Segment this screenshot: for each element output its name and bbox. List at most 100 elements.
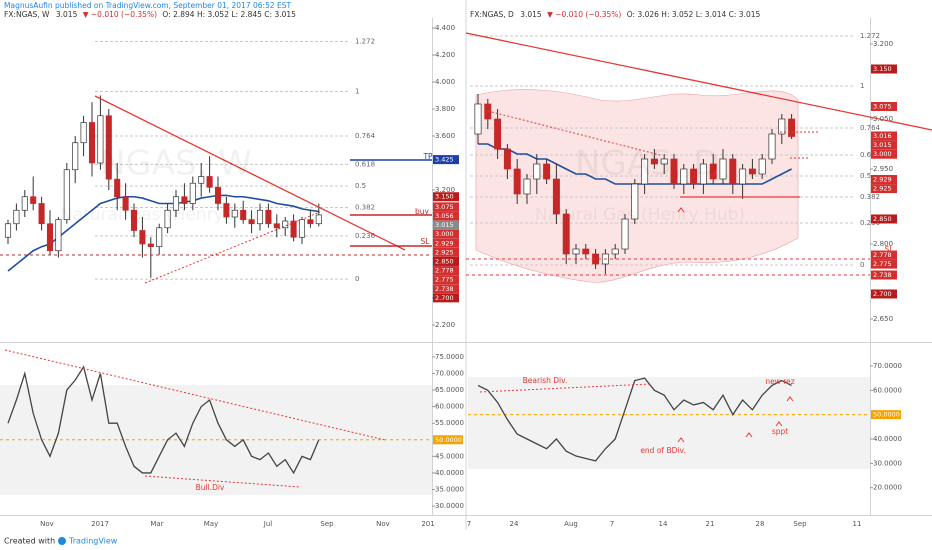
price-tag-label: 2.929 xyxy=(873,176,892,184)
trend-line xyxy=(94,95,406,251)
fib-label: 0 xyxy=(860,261,864,269)
footer-brand[interactable]: TradingView xyxy=(68,537,118,546)
candle-body xyxy=(680,168,688,185)
y-tick-label: 45.0000 xyxy=(435,452,464,460)
symbol: FX:NGAS, W xyxy=(4,10,50,19)
x-tick-label: 14 xyxy=(659,520,668,528)
price-tag-label: 2.929 xyxy=(435,239,454,247)
candle-body xyxy=(13,209,20,225)
candle-body xyxy=(543,163,551,180)
osc-trend xyxy=(4,349,386,441)
candle-body xyxy=(21,196,28,211)
price-tag xyxy=(433,192,459,202)
symbol-line: FX:NGAS, D 3.015 ▼ −0.010 (−0.35%) O: 3.… xyxy=(470,10,760,19)
candle-body xyxy=(748,168,756,175)
fib-label: 0.764 xyxy=(860,124,881,132)
trend-line xyxy=(465,32,932,131)
price-tag-label: 2.778 xyxy=(435,267,454,275)
y-tick-label: 2.200 xyxy=(435,321,455,329)
oscillator-line xyxy=(7,365,320,475)
price-tag xyxy=(433,211,459,221)
candle-body xyxy=(80,122,87,144)
candle-body xyxy=(248,219,255,225)
price-tag xyxy=(433,266,459,276)
candle-body xyxy=(214,186,222,204)
y-tick-label: 30.0000 xyxy=(873,459,902,467)
x-tick-label: 7 xyxy=(610,520,614,528)
fib-label: 0.5 xyxy=(355,182,366,190)
candle-body xyxy=(484,103,492,120)
price-tag-label: 2.850 xyxy=(873,215,892,223)
price-tag-label: 3.075 xyxy=(435,203,454,211)
candle-body xyxy=(63,169,70,221)
candle-body xyxy=(147,243,154,248)
candle-body xyxy=(105,115,112,180)
x-tick-label: Nov xyxy=(40,520,54,528)
price-tag-label: 2.778 xyxy=(873,251,892,259)
watermark: Natural Gas (Henry Hub) xyxy=(535,205,745,225)
candle-body xyxy=(122,196,129,211)
y-tick-label: 60.0000 xyxy=(873,386,902,394)
candle-body xyxy=(758,158,766,175)
candle-body xyxy=(631,183,639,220)
y-tick-label: 4.000 xyxy=(435,78,455,86)
drawing-layer: 4.4004.2004.0003.8003.6003.2002.4002.200… xyxy=(0,24,902,528)
price-tag xyxy=(871,184,897,194)
annotation: SL xyxy=(885,245,895,254)
fib-label: 0.5 xyxy=(860,172,871,180)
symbol-line: FX:NGAS, W 3.015 ▼ −0.010 (−0.35%) O: 2.… xyxy=(4,10,296,19)
candle-body xyxy=(46,223,54,252)
candle-body xyxy=(719,158,727,180)
x-tick-label: 2017 xyxy=(91,520,109,528)
candle-body xyxy=(130,209,138,231)
price-tag xyxy=(433,256,459,266)
footer-text: Created with xyxy=(4,537,55,546)
trend-line xyxy=(144,211,321,284)
price-tag xyxy=(871,140,897,150)
candle-body xyxy=(307,219,314,225)
fib-label: 0.618 xyxy=(355,160,375,168)
x-tick-label: 11 xyxy=(853,520,862,528)
candle-body xyxy=(572,248,580,255)
y-tick-label: 2.800 xyxy=(873,240,893,248)
publisher: MagnusAufin published on TradingView.com… xyxy=(4,1,291,10)
candle-body xyxy=(670,158,678,185)
x-tick-label: 28 xyxy=(756,520,765,528)
x-tick-label: Mar xyxy=(150,520,163,528)
fib-label: 0.618 xyxy=(860,151,880,159)
candle-body xyxy=(172,196,180,211)
osc-tag-label: 50.0000 xyxy=(873,411,900,419)
price-tag-label: 2.925 xyxy=(873,185,892,193)
price-tag xyxy=(433,238,459,248)
price-tag xyxy=(871,289,897,299)
price-tag-label: 3.150 xyxy=(873,65,892,73)
candle-body xyxy=(38,203,45,225)
price-tag xyxy=(871,214,897,224)
candle-body xyxy=(223,203,230,218)
x-tick-label: Sep xyxy=(320,520,334,528)
candle-body xyxy=(114,178,121,198)
price-tag-label: 2.738 xyxy=(873,271,892,279)
fib-label: 1.272 xyxy=(860,32,880,40)
price-tag xyxy=(871,102,897,111)
x-tick-label: Nov xyxy=(376,520,390,528)
ohlc: O: 2.894 H: 3.052 L: 2.845 C: 3.015 xyxy=(162,10,296,19)
y-tick-label: 30.0000 xyxy=(435,502,464,510)
logo xyxy=(58,537,66,545)
candle-body xyxy=(181,196,188,204)
price-tag-label: 3.015 xyxy=(873,141,892,149)
candle-body xyxy=(189,182,196,204)
x-tick-label: 201 xyxy=(421,520,434,528)
y-tick-label: 4.400 xyxy=(435,24,455,32)
y-tick-label: 75.0000 xyxy=(435,353,464,361)
candle-body xyxy=(739,168,747,185)
x-tick-label: May xyxy=(204,520,218,528)
candle-body xyxy=(533,163,541,180)
price-tag xyxy=(433,247,459,257)
y-tick-label: 65.0000 xyxy=(435,386,464,394)
candle-body xyxy=(768,133,776,160)
candle-body xyxy=(97,115,104,164)
price-tag-label: 3.015 xyxy=(435,221,454,229)
candle-body xyxy=(494,118,502,150)
candle-body xyxy=(198,176,205,184)
